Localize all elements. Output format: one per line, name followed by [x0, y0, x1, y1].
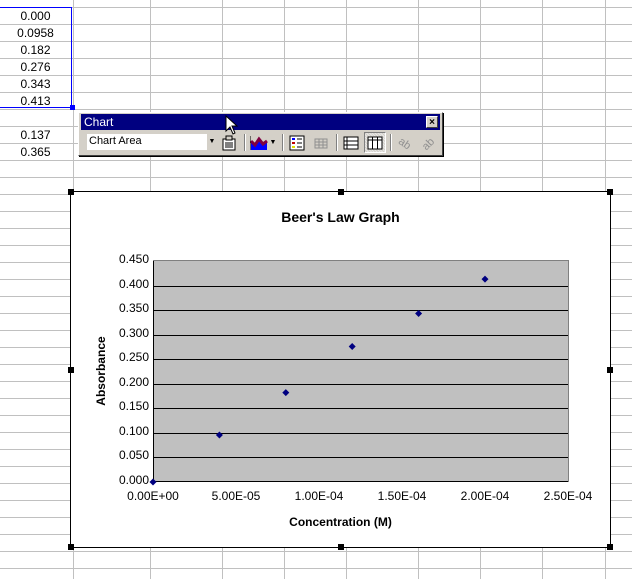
- resize-handle-w[interactable]: [68, 367, 74, 373]
- x-tick-label: 1.50E-04: [377, 489, 427, 503]
- data-point-marker[interactable]: [282, 389, 290, 397]
- cell[interactable]: 0.276: [20, 60, 51, 74]
- close-button[interactable]: ×: [426, 116, 438, 128]
- data-point-marker[interactable]: [481, 275, 489, 283]
- angle-text-downward-icon: ab: [397, 135, 413, 151]
- resize-handle-s[interactable]: [338, 544, 344, 550]
- y-tick-label: 0.200: [118, 375, 149, 389]
- toolbar-title: Chart: [84, 115, 114, 129]
- y-tick-label: 0.100: [118, 424, 149, 438]
- x-tick-label: 0.00E+00: [127, 489, 179, 503]
- data-point-marker[interactable]: [149, 478, 157, 486]
- resize-handle-e[interactable]: [607, 367, 613, 373]
- chevron-down-icon: ▼: [269, 139, 277, 146]
- cell[interactable]: 0.365: [20, 145, 51, 159]
- separator: [390, 134, 392, 151]
- mouse-cursor-icon: [225, 115, 239, 135]
- x-axis-title[interactable]: Concentration (M): [289, 515, 392, 529]
- close-icon: ×: [429, 117, 435, 128]
- plot-svg: [149, 261, 568, 486]
- format-chart-area-icon: [222, 135, 236, 150]
- y-tick-label: 0.450: [118, 252, 149, 266]
- y-tick-label: 0.400: [118, 277, 149, 291]
- plot-area[interactable]: [149, 260, 569, 486]
- angle-text-upward-icon: ab: [420, 135, 435, 150]
- toolbar-title-bar[interactable]: Chart ×: [81, 114, 440, 130]
- x-tick-label: 2.00E-04: [460, 489, 510, 503]
- y-tick-label: 0.300: [118, 326, 149, 340]
- legend-icon: [289, 135, 305, 150]
- separator: [282, 134, 284, 151]
- y-axis-title[interactable]: Absorbance: [94, 336, 108, 406]
- separator: [336, 134, 338, 151]
- chart-type-button[interactable]: [249, 133, 269, 152]
- data-table-button[interactable]: [311, 133, 331, 152]
- chart-objects-value: Chart Area: [89, 135, 142, 147]
- cell[interactable]: 0.000: [20, 9, 51, 23]
- chart-toolbar[interactable]: Chart × Chart Area ▼ ▼: [78, 112, 443, 156]
- format-chart-area-button[interactable]: [219, 133, 239, 152]
- cell-selection-range: [0, 7, 72, 108]
- resize-handle-nw[interactable]: [68, 189, 74, 195]
- cell[interactable]: 0.413: [20, 94, 51, 108]
- resize-handle-sw[interactable]: [68, 544, 74, 550]
- by-column-icon: [367, 136, 383, 149]
- y-tick-label: 0.250: [118, 350, 149, 364]
- cell[interactable]: 0.0958: [17, 26, 54, 40]
- separator: [244, 134, 246, 151]
- by-column-button[interactable]: [364, 132, 386, 153]
- angle-text-downward-button[interactable]: ab: [395, 133, 415, 152]
- y-tick-label: 0.000: [118, 473, 149, 487]
- chart-type-icon: [250, 135, 268, 150]
- data-point-marker[interactable]: [415, 310, 423, 318]
- data-point-marker[interactable]: [348, 342, 356, 350]
- cell[interactable]: 0.137: [20, 128, 51, 142]
- angle-text-upward-button[interactable]: ab: [417, 133, 437, 152]
- svg-text:ab: ab: [420, 135, 435, 150]
- cell[interactable]: 0.343: [20, 77, 51, 91]
- data-point-marker[interactable]: [215, 431, 223, 439]
- x-tick-label: 1.00E-04: [294, 489, 344, 503]
- x-tick-label: 2.50E-04: [543, 489, 593, 503]
- y-tick-label: 0.350: [118, 301, 149, 315]
- x-tick-label: 5.00E-05: [211, 489, 261, 503]
- resize-handle-se[interactable]: [607, 544, 613, 550]
- legend-button[interactable]: [287, 133, 307, 152]
- svg-text:ab: ab: [397, 135, 413, 151]
- resize-handle-ne[interactable]: [607, 189, 613, 195]
- chart-title[interactable]: Beer's Law Graph: [281, 209, 400, 225]
- chart-objects-dropdown[interactable]: Chart Area ▼: [87, 134, 217, 150]
- chevron-down-icon[interactable]: ▼: [207, 134, 217, 150]
- by-row-button[interactable]: [341, 133, 361, 152]
- y-tick-label: 0.150: [118, 399, 149, 413]
- resize-handle-n[interactable]: [338, 189, 344, 195]
- chart-type-dropdown[interactable]: ▼: [268, 133, 278, 152]
- y-tick-label: 0.050: [118, 448, 149, 462]
- data-table-icon: [314, 138, 328, 148]
- cell[interactable]: 0.182: [20, 43, 51, 57]
- fill-handle[interactable]: [70, 105, 75, 110]
- by-row-icon: [343, 136, 359, 149]
- chart-area[interactable]: Beer's Law Graph 0.000 0.050 0.100 0.150…: [68, 189, 613, 550]
